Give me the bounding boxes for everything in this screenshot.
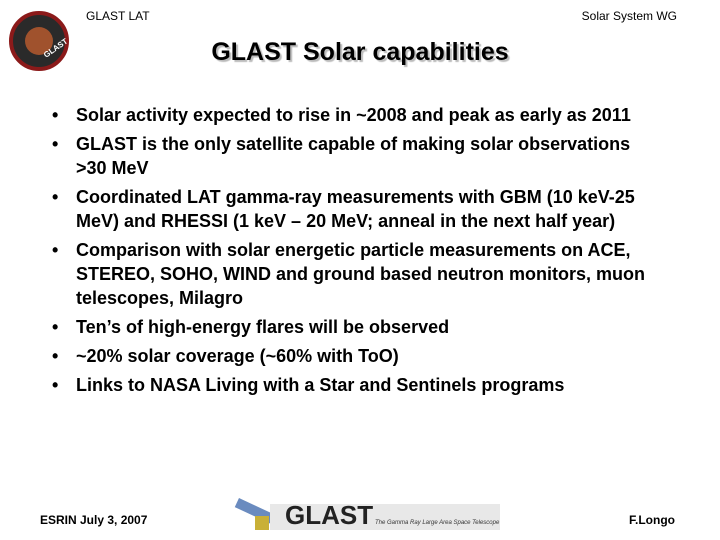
bullet: Links to NASA Living with a Star and Sen… — [48, 373, 658, 397]
header-right: Solar System WG — [581, 9, 677, 23]
logo-tagline: The Gamma Ray Large Area Space Telescope — [375, 520, 500, 526]
bullet-list: Solar activity expected to rise in ~2008… — [48, 103, 658, 402]
logo-text: GLAST — [285, 500, 373, 530]
footer-left: ESRIN July 3, 2007 — [40, 513, 148, 527]
bullet: Coordinated LAT gamma-ray measurements w… — [48, 185, 658, 233]
bullet: GLAST is the only satellite capable of m… — [48, 132, 658, 180]
header-left: GLAST LAT — [86, 9, 150, 23]
bullet: Comparison with solar energetic particle… — [48, 238, 658, 310]
bullet: Ten’s of high-energy flares will be obse… — [48, 315, 658, 339]
footer-right: F.Longo — [629, 513, 675, 527]
slide-title: GLAST Solar capabilities — [211, 38, 509, 66]
footer-logo: GLAST The Gamma Ray Large Area Space Tel… — [234, 498, 500, 530]
badge-logo: GLAST — [9, 11, 69, 71]
bullet: Solar activity expected to rise in ~2008… — [48, 103, 658, 127]
bullet: ~20% solar coverage (~60% with ToO) — [48, 344, 658, 368]
